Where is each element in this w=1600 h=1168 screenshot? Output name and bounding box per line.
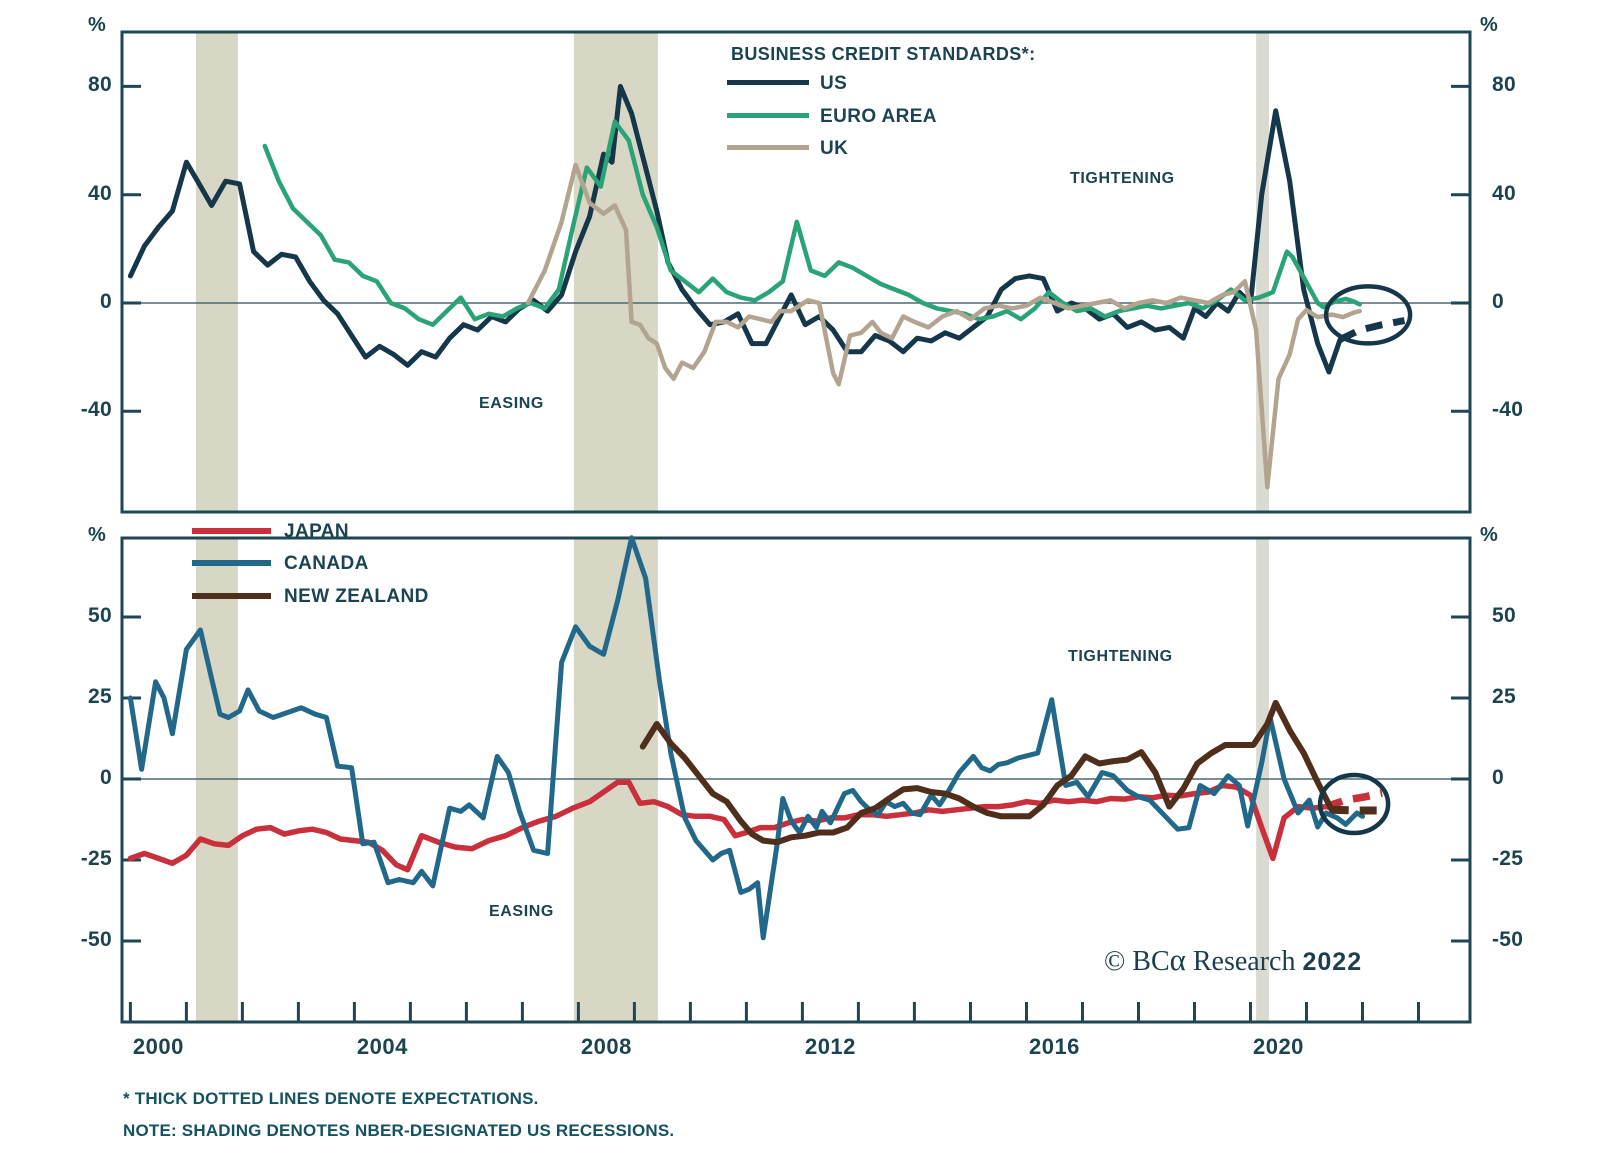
legend-label-canada: CANADA xyxy=(284,553,369,574)
legend-label-us: US xyxy=(820,73,848,94)
y-axis-unit-bottom-right: % xyxy=(1480,524,1498,546)
footnote-expectations: * THICK DOTTED LINES DENOTE EXPECTATIONS… xyxy=(123,1089,539,1108)
legend-line-euro-area xyxy=(727,113,809,118)
y-tick-label-right: 50 xyxy=(1492,604,1516,628)
x-tick-label: 2008 xyxy=(580,1034,632,1059)
y-tick-label-left: 40 xyxy=(88,181,112,205)
annotation-tightening-top: TIGHTENING xyxy=(1070,170,1175,187)
series-new-zealand xyxy=(639,699,1335,846)
y-tick-label-right: 25 xyxy=(1492,685,1516,709)
y-tick-label-left: -40 xyxy=(80,398,112,422)
y-tick-label-right: 0 xyxy=(1492,289,1504,313)
recession-band xyxy=(195,33,238,511)
legend-line-us xyxy=(727,80,809,85)
annotation-easing-bottom: EASING xyxy=(489,903,554,920)
x-tick-label: 2012 xyxy=(804,1034,856,1059)
y-axis-unit-top-right: % xyxy=(1480,14,1498,36)
latest-value-ellipse xyxy=(1323,284,1413,346)
expectations-japan xyxy=(1324,789,1383,811)
legend-label-new-zealand: NEW ZEALAND xyxy=(284,586,429,607)
y-tick-label-left: 25 xyxy=(88,685,112,709)
y-tick-label-left: 0 xyxy=(100,289,112,313)
copyright-middle: Research xyxy=(1185,946,1303,977)
x-tick-label: 2016 xyxy=(1028,1034,1080,1059)
y-tick-label-left: -50 xyxy=(80,928,112,951)
legend-line-uk xyxy=(727,145,809,150)
expectations-us xyxy=(1338,317,1406,343)
x-tick-label: 2004 xyxy=(356,1034,408,1059)
legend-line-new-zealand xyxy=(192,593,271,599)
legend-line-canada xyxy=(192,560,271,566)
series-uk xyxy=(525,162,1362,490)
series-us xyxy=(127,83,1343,375)
panel-frame xyxy=(120,30,1472,514)
expectations-new-zealand xyxy=(1331,805,1383,815)
recession-band xyxy=(195,539,238,1021)
y-tick-label-right: -40 xyxy=(1492,398,1524,422)
legend-label-japan: JAPAN xyxy=(284,521,349,542)
y-axis-unit-bottom-left: % xyxy=(88,524,106,546)
y-tick-label-right: -50 xyxy=(1492,928,1524,951)
legend-line-japan xyxy=(192,528,271,534)
latest-value-ellipse xyxy=(1317,772,1391,836)
copyright-year: 2022 xyxy=(1302,948,1363,976)
x-tick-label: 2000 xyxy=(132,1034,184,1059)
recession-band xyxy=(1256,539,1269,1021)
y-tick-label-left: 80 xyxy=(88,73,112,97)
series-euro-area xyxy=(262,119,1362,327)
y-tick-label-right: 80 xyxy=(1492,73,1516,97)
series-canada xyxy=(127,535,1365,941)
y-tick-label-left: 0 xyxy=(100,766,112,790)
x-tick-label: 2020 xyxy=(1252,1034,1304,1059)
footnote-recessions: NOTE: SHADING DENOTES NBER-DESIGNATED US… xyxy=(123,1121,675,1140)
recession-band xyxy=(573,539,658,1021)
y-tick-label-left: 50 xyxy=(88,604,112,628)
copyright-alpha: α xyxy=(1169,942,1186,977)
y-axis-unit-top-left: % xyxy=(88,14,106,36)
y-tick-label-right: -25 xyxy=(1492,847,1524,871)
y-tick-label-right: 0 xyxy=(1492,766,1504,790)
legend-label-euro-area: EURO AREA xyxy=(820,106,937,127)
copyright-prefix: © BC xyxy=(1104,946,1170,977)
legend-top-title: BUSINESS CREDIT STANDARDS*: xyxy=(731,44,1036,64)
copyright: © BCα Research 2022 xyxy=(1104,942,1362,978)
y-tick-label-right: 40 xyxy=(1492,181,1516,205)
legend-label-uk: UK xyxy=(820,138,849,159)
annotation-tightening-bottom: TIGHTENING xyxy=(1068,648,1173,665)
y-tick-label-left: -25 xyxy=(80,847,112,871)
annotation-easing-top: EASING xyxy=(479,395,544,412)
series-japan xyxy=(127,779,1329,873)
